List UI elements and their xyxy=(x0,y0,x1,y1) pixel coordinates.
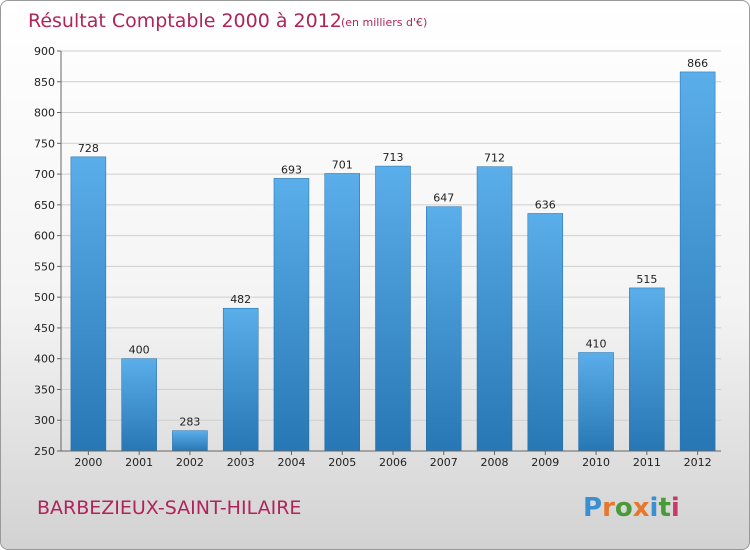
y-tick-label: 250 xyxy=(34,445,55,458)
bars xyxy=(70,71,716,452)
y-tick-label: 550 xyxy=(34,260,55,273)
bar-2001 xyxy=(121,358,157,452)
x-axis: 2000 2001 2002 2003 2004 2005 2006 2007 2008 2009… xyxy=(61,450,721,469)
bar-value-label: 647 xyxy=(433,192,454,205)
bar-value-label: 283 xyxy=(179,416,200,429)
y-tick-label: 500 xyxy=(34,291,55,304)
logo-letter: P xyxy=(583,493,602,523)
bar-2006 xyxy=(375,165,411,452)
logo-letter: o xyxy=(615,493,633,523)
bar-2005 xyxy=(324,173,360,452)
logo-letter: i xyxy=(671,493,680,523)
chart-title: Résultat Comptable 2000 à 2012 xyxy=(28,10,342,32)
bar-2004 xyxy=(273,178,310,452)
proxiti-logo: Proxiti xyxy=(583,493,680,523)
logo-letter: r xyxy=(602,493,615,523)
bar-value-label: 866 xyxy=(687,57,708,70)
bar-value-label: 482 xyxy=(230,293,251,306)
y-axis: 250 300 350 400 450 500 550 600 650 700 750 800 850 9… xyxy=(34,45,62,458)
y-tick-label: 900 xyxy=(34,45,55,58)
city-name: BARBEZIEUX-SAINT-HILAIRE xyxy=(37,497,301,519)
logo-letter: i xyxy=(650,493,659,523)
x-tick-label: 2002 xyxy=(176,456,204,469)
x-tick-label: 2003 xyxy=(227,456,255,469)
bar-2002 xyxy=(172,430,208,452)
bar-2007 xyxy=(426,206,462,452)
logo-letter: x xyxy=(633,493,650,523)
bar-2012 xyxy=(679,71,716,452)
y-tick-label: 650 xyxy=(34,199,55,212)
x-tick-label: 2008 xyxy=(481,456,509,469)
y-tick-label: 300 xyxy=(34,414,55,427)
bar-value-label: 713 xyxy=(383,151,404,164)
y-tick-label: 850 xyxy=(34,76,55,89)
x-tick-label: 2009 xyxy=(531,456,559,469)
y-tick-label: 750 xyxy=(34,137,55,150)
x-tick-label: 2012 xyxy=(684,456,712,469)
bar-value-label: 701 xyxy=(332,158,353,171)
x-tick-label: 2004 xyxy=(277,456,305,469)
y-tick-label: 400 xyxy=(34,353,55,366)
y-tick-label: 450 xyxy=(34,322,55,335)
y-tick-label: 350 xyxy=(34,383,55,396)
bar-2003 xyxy=(222,307,259,452)
y-tick-label: 600 xyxy=(34,230,55,243)
x-tick-label: 2005 xyxy=(328,456,356,469)
x-tick-label: 2001 xyxy=(125,456,153,469)
x-tick-label: 2000 xyxy=(74,456,102,469)
x-tick-label: 2010 xyxy=(582,456,610,469)
bar-value-label: 728 xyxy=(78,142,99,155)
bar-value-label: 410 xyxy=(586,338,607,351)
x-tick-label: 2006 xyxy=(379,456,407,469)
chart-subtitle: (en milliers d'€) xyxy=(341,16,427,29)
bar-value-label: 712 xyxy=(484,152,505,165)
y-tick-label: 800 xyxy=(34,107,55,120)
bar-2011 xyxy=(629,287,665,452)
bar-2000 xyxy=(70,156,107,452)
bar-2009 xyxy=(527,213,564,452)
bar-2008 xyxy=(476,166,513,452)
bar-value-label: 636 xyxy=(535,198,556,211)
data-labels: 728 400 283 482 693 701 713 647 712 636 410 515 866 xyxy=(78,57,708,429)
bar-value-label: 400 xyxy=(129,344,150,357)
bar-value-label: 515 xyxy=(636,273,657,286)
y-tick-label: 700 xyxy=(34,168,55,181)
logo-letter: t xyxy=(658,493,670,523)
x-tick-label: 2011 xyxy=(633,456,661,469)
x-tick-label: 2007 xyxy=(430,456,458,469)
bar-2010 xyxy=(578,352,614,452)
bar-value-label: 693 xyxy=(281,163,302,176)
